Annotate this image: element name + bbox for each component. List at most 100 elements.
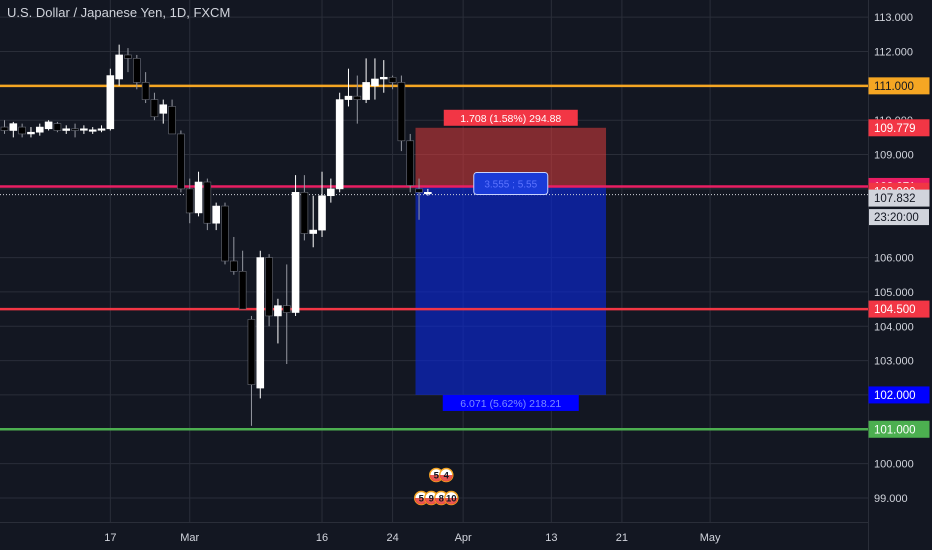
candle[interactable] xyxy=(115,44,123,86)
candle-body xyxy=(309,229,318,234)
countdown-tag: 23:20:00 xyxy=(869,209,929,226)
candle[interactable] xyxy=(27,127,35,138)
candle[interactable] xyxy=(80,125,88,134)
candle[interactable] xyxy=(203,178,212,231)
candle-body xyxy=(318,195,326,231)
candle-body xyxy=(265,257,273,317)
ratio-label: 3.555 ; 5.55 xyxy=(473,171,549,195)
candle-body xyxy=(194,181,203,214)
event-marker-top[interactable]: 4 xyxy=(439,467,454,483)
candle-body xyxy=(388,76,397,83)
candle-body xyxy=(177,133,185,190)
candle[interactable] xyxy=(133,54,141,90)
level-104500-tag-text: 104.500 xyxy=(874,304,916,316)
candle[interactable] xyxy=(177,130,185,193)
y-tick-label: 105.000 xyxy=(874,287,914,299)
candle[interactable] xyxy=(230,236,238,275)
candle[interactable] xyxy=(256,250,265,399)
current-price-tag: 107.832 xyxy=(868,189,930,207)
y-tick-label: 112.000 xyxy=(874,47,913,59)
candle[interactable] xyxy=(88,127,97,134)
candle[interactable] xyxy=(388,75,397,90)
candle-body xyxy=(212,205,220,224)
event-marker-top-flag xyxy=(439,475,453,482)
candle[interactable] xyxy=(194,171,203,217)
candle-body xyxy=(18,126,26,135)
candle[interactable] xyxy=(62,125,71,134)
candle[interactable] xyxy=(124,48,132,73)
candle[interactable] xyxy=(44,120,53,131)
candle[interactable] xyxy=(406,133,415,193)
event-marker-bottom[interactable]: 9 xyxy=(424,490,439,506)
candle-body xyxy=(247,319,256,385)
candle[interactable] xyxy=(141,72,150,104)
candle[interactable] xyxy=(353,75,362,124)
candle[interactable] xyxy=(371,58,379,100)
candle-body xyxy=(115,54,123,80)
event-marker-bottom-flag xyxy=(444,498,458,505)
event-markers[interactable]: 5 45 9 8 10 xyxy=(414,467,459,506)
level-101-tag-box xyxy=(868,420,930,438)
candle[interactable] xyxy=(168,99,176,135)
candle[interactable] xyxy=(335,92,344,193)
candle[interactable] xyxy=(238,250,247,310)
candle-body xyxy=(141,82,150,100)
candle-body xyxy=(97,128,106,131)
candle-body xyxy=(106,75,115,130)
candle[interactable] xyxy=(362,58,370,104)
candle[interactable] xyxy=(265,254,273,327)
candle[interactable] xyxy=(424,188,432,196)
x-tick-label: 21 xyxy=(616,532,628,544)
price-tags: 111.000109.779108.071108.000104.500102.0… xyxy=(868,77,930,438)
candle[interactable] xyxy=(53,121,62,133)
candle[interactable] xyxy=(300,175,309,241)
candle[interactable] xyxy=(309,195,318,248)
ratio-label-box xyxy=(473,171,549,195)
event-marker-bottom[interactable]: 10 xyxy=(444,490,459,506)
candles[interactable] xyxy=(0,44,432,426)
candle[interactable] xyxy=(35,123,44,136)
candle[interactable] xyxy=(247,315,256,426)
candle-body xyxy=(80,128,88,131)
take-profit-zone[interactable] xyxy=(415,186,607,395)
time-axis[interactable]: 17 Mar 16 24 Apr 13 21 May xyxy=(0,522,868,545)
candle-body xyxy=(62,128,71,131)
position-zones[interactable] xyxy=(415,127,607,395)
event-marker-bottom[interactable]: 8 xyxy=(434,490,449,506)
candle[interactable] xyxy=(282,264,291,365)
position-labels: 1.708 (1.58%) 294.88 6.071 (5.62%) 218.21… xyxy=(442,109,579,411)
candle-body xyxy=(133,58,141,83)
candle-body xyxy=(27,131,35,135)
candle[interactable] xyxy=(344,68,353,107)
candle[interactable] xyxy=(221,202,229,265)
candle[interactable] xyxy=(379,60,388,93)
candle[interactable] xyxy=(327,178,335,203)
candle[interactable] xyxy=(291,175,300,316)
candle[interactable] xyxy=(150,92,159,121)
candle[interactable] xyxy=(415,178,423,220)
candle-body xyxy=(291,192,300,313)
y-tick-label: 106.000 xyxy=(874,253,914,265)
candle[interactable] xyxy=(318,171,326,237)
candle-body xyxy=(159,104,168,114)
event-marker-top-text: 5 xyxy=(434,471,440,482)
candle[interactable] xyxy=(18,123,26,138)
candle-body xyxy=(371,78,379,87)
candle[interactable] xyxy=(159,99,168,124)
candle[interactable] xyxy=(274,298,282,344)
candle-body xyxy=(9,123,18,131)
candle[interactable] xyxy=(9,121,18,138)
candle[interactable] xyxy=(97,125,106,133)
candle[interactable] xyxy=(397,75,406,152)
event-marker-bottom-text: 8 xyxy=(439,494,444,505)
x-tick-label: Apr xyxy=(455,532,472,544)
candle-body xyxy=(0,126,9,131)
candle[interactable] xyxy=(106,68,115,131)
level-109779-tag: 109.779 xyxy=(868,119,930,137)
candle[interactable] xyxy=(212,202,220,231)
stop-label-text: 1.708 (1.58%) 294.88 xyxy=(460,113,561,125)
candle[interactable] xyxy=(185,178,194,224)
candle[interactable] xyxy=(71,123,79,138)
candle[interactable] xyxy=(0,120,9,134)
